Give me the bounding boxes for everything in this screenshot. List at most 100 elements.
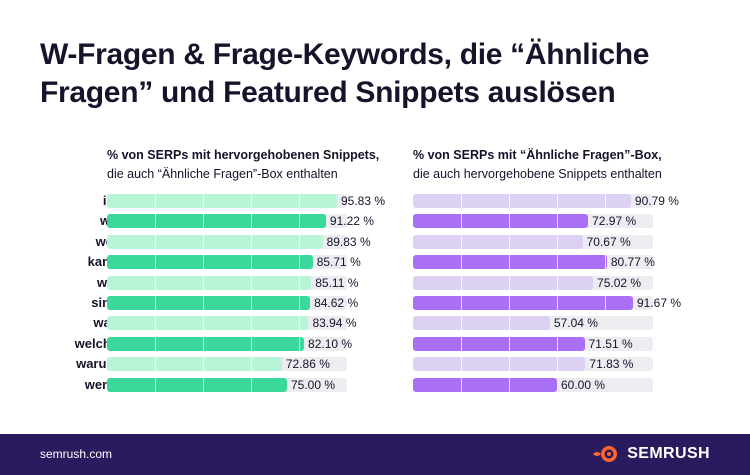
right-chart-subtitle: % von SERPs mit “Ähnliche Fragen”-Box, d…: [413, 146, 662, 184]
bar-segment-divider: [299, 255, 300, 270]
right-bar-wenn: [413, 377, 557, 392]
bar-segment-divider: [461, 214, 462, 229]
bar-segment-divider: [251, 357, 252, 372]
bar-segment-divider: [251, 316, 252, 331]
bar-segment-divider: [203, 357, 204, 372]
left-bar-track: [107, 296, 347, 310]
right-subtitle-line-1: % von SERPs mit “Ähnliche Fragen”-Box,: [413, 148, 662, 162]
row-label-sind: sind: [91, 295, 118, 310]
left-bar-kann: [107, 255, 313, 270]
row-label-kann: kann: [87, 254, 118, 270]
brand-name: SEMRUSH: [627, 445, 710, 462]
right-bar-wer: [413, 234, 583, 249]
left-bar-wer: [107, 234, 323, 249]
bar-segment-divider: [461, 377, 462, 392]
bar-segment-divider: [509, 214, 510, 229]
right-value-label-wenn: 60.00 %: [561, 377, 606, 392]
left-bar-track: [107, 214, 347, 229]
bar-segment-divider: [155, 357, 156, 372]
right-bar-track: [413, 336, 653, 351]
bar-segment-divider: [557, 296, 558, 310]
bar-segment-divider: [509, 316, 510, 331]
bar-segment-divider: [203, 275, 204, 290]
bar-segment-divider: [203, 255, 204, 270]
bar-segment-divider: [557, 214, 558, 229]
right-value-label-warum: 71.83 %: [589, 357, 634, 372]
left-subtitle-line-2: die auch “Ähnliche Fragen”-Box enthalten: [107, 167, 338, 181]
right-bar-wie: [413, 275, 594, 290]
bar-segment-divider: [605, 296, 606, 310]
right-bar-track: [413, 275, 653, 290]
bar-segment-divider: [509, 275, 510, 290]
right-bar-track: [413, 255, 653, 270]
right-value-label-wo: 72.97 %: [592, 214, 637, 229]
right-bar-track: [413, 377, 653, 392]
row-label-wenn: wenn: [84, 376, 118, 392]
bar-segment-divider: [509, 296, 510, 310]
left-bar-wenn: [107, 377, 287, 392]
right-value-label-was: 57.04 %: [553, 316, 598, 331]
left-value-label-was: 83.94 %: [312, 316, 357, 331]
semrush-flame-icon: [593, 446, 618, 462]
bar-segment-divider: [605, 255, 606, 270]
bar-segment-divider: [203, 296, 204, 310]
footer-url[interactable]: semrush.com: [40, 447, 113, 461]
right-value-label-wer: 70.67 %: [586, 234, 631, 249]
left-bar-track: [107, 255, 347, 270]
bar-segment-divider: [299, 214, 300, 229]
left-bar-sind: [107, 296, 311, 310]
left-subtitle-line-1: % von SERPs mit hervorgehobenen Snippets…: [107, 148, 380, 162]
bar-segment-divider: [251, 296, 252, 310]
right-bar-track: [413, 234, 653, 249]
right-bar-was: [413, 316, 550, 331]
left-value-label-wer: 89.83 %: [326, 234, 371, 249]
infographic-card: W-Fragen & Frage-Keywords, die “Ähnliche…: [30, 38, 682, 392]
right-subtitle-line-2: die auch hervorgehobene Snippets enthalt…: [413, 167, 662, 181]
left-bar-track: [107, 316, 347, 331]
left-value-label-warum: 72.86 %: [285, 357, 330, 372]
bar-segment-divider: [299, 194, 300, 208]
bar-segment-divider: [557, 357, 558, 372]
bar-segment-divider: [509, 336, 510, 351]
bar-segment-divider: [155, 234, 156, 249]
row-label-welche: welche: [74, 335, 118, 351]
bar-segment-divider: [299, 296, 300, 310]
bar-segment-divider: [461, 194, 462, 208]
left-bar-ist: [107, 194, 337, 208]
bar-segment-divider: [461, 275, 462, 290]
bar-segment-divider: [461, 234, 462, 249]
bar-segment-divider: [557, 234, 558, 249]
right-bar-track: [413, 214, 653, 229]
bar-segment-divider: [251, 234, 252, 249]
bar-segment-divider: [461, 255, 462, 270]
left-value-label-sind: 84.62 %: [314, 296, 359, 310]
left-value-label-wie: 85.11 %: [315, 275, 359, 290]
right-value-label-sind: 91.67 %: [637, 296, 682, 310]
bar-segment-divider: [605, 194, 606, 208]
right-value-label-welche: 71.51 %: [588, 336, 633, 351]
bar-segment-divider: [299, 336, 300, 351]
bar-segment-divider: [155, 316, 156, 331]
bar-segment-divider: [155, 255, 156, 270]
bar-segment-divider: [155, 296, 156, 310]
bar-segment-divider: [203, 234, 204, 249]
bar-segment-divider: [203, 194, 204, 208]
bar-segment-divider: [203, 377, 204, 392]
bar-segment-divider: [509, 377, 510, 392]
bar-segment-divider: [155, 275, 156, 290]
left-bar-wie: [107, 275, 312, 290]
left-bar-warum: [107, 357, 282, 372]
bar-segment-divider: [155, 194, 156, 208]
left-bar-wo: [107, 214, 326, 229]
bar-segment-divider: [251, 377, 252, 392]
bar-segment-divider: [461, 296, 462, 310]
right-bar-wo: [413, 214, 589, 229]
bar-segment-divider: [557, 255, 558, 270]
bar-segment-divider: [299, 316, 300, 331]
bar-segment-divider: [251, 194, 252, 208]
bar-segment-divider: [155, 214, 156, 229]
row-label-was: was: [93, 315, 118, 331]
bar-segment-divider: [251, 275, 252, 290]
right-value-label-kann: 80.77 %: [610, 255, 655, 270]
row-label-ist: ist: [30, 193, 118, 209]
